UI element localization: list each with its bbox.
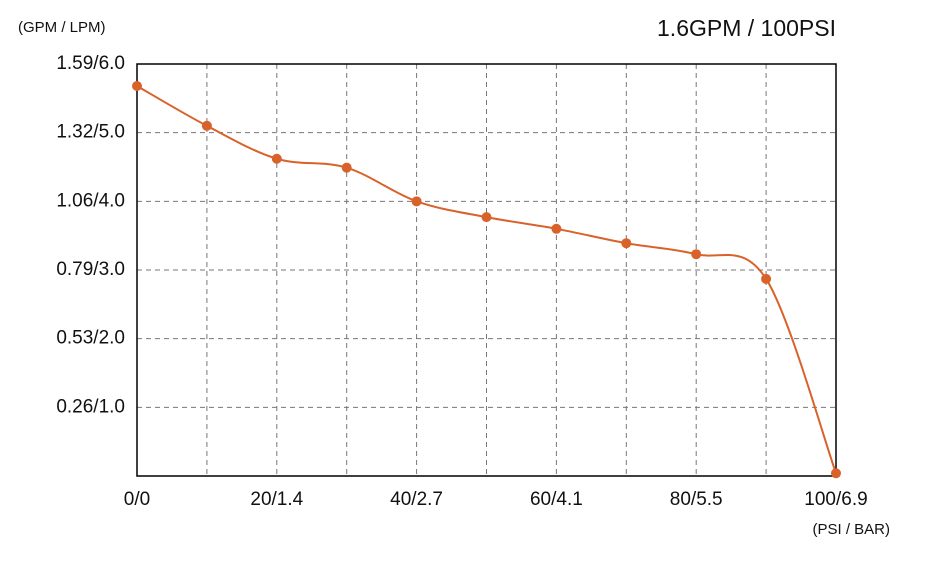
x-axis-label: (PSI / BAR) <box>812 521 890 538</box>
point <box>691 249 702 260</box>
point <box>341 162 352 173</box>
line <box>136 85 837 474</box>
x-tick-label: 40/2.7 <box>390 489 443 510</box>
y-tick-label: 1.59/6.0 <box>56 53 125 74</box>
y-tick-label: 0.26/1.0 <box>56 396 125 417</box>
point <box>201 120 212 131</box>
point <box>831 468 841 479</box>
y-tick-label: 1.32/5.0 <box>56 122 125 143</box>
y-tick-label: 0.53/2.0 <box>56 328 125 349</box>
x-tick-label: 100/6.9 <box>804 489 867 510</box>
point <box>411 196 422 207</box>
plot-frame <box>136 63 837 477</box>
x-tick-label: 20/1.4 <box>250 489 303 510</box>
point <box>761 273 772 284</box>
y-axis-label: (GPM / LPM) <box>18 19 106 36</box>
x-tick-label: 60/4.1 <box>530 489 583 510</box>
point <box>621 238 632 249</box>
point <box>132 80 142 91</box>
point <box>271 153 282 164</box>
chart-title: 1.6GPM / 100PSI <box>657 15 836 41</box>
y-tick-label: 1.06/4.0 <box>56 190 125 211</box>
y-tick-label: 0.79/3.0 <box>56 259 125 280</box>
x-tick-label: 0/0 <box>124 489 150 510</box>
x-tick-label: 80/5.5 <box>670 489 723 510</box>
point <box>481 212 492 223</box>
point <box>551 223 562 234</box>
